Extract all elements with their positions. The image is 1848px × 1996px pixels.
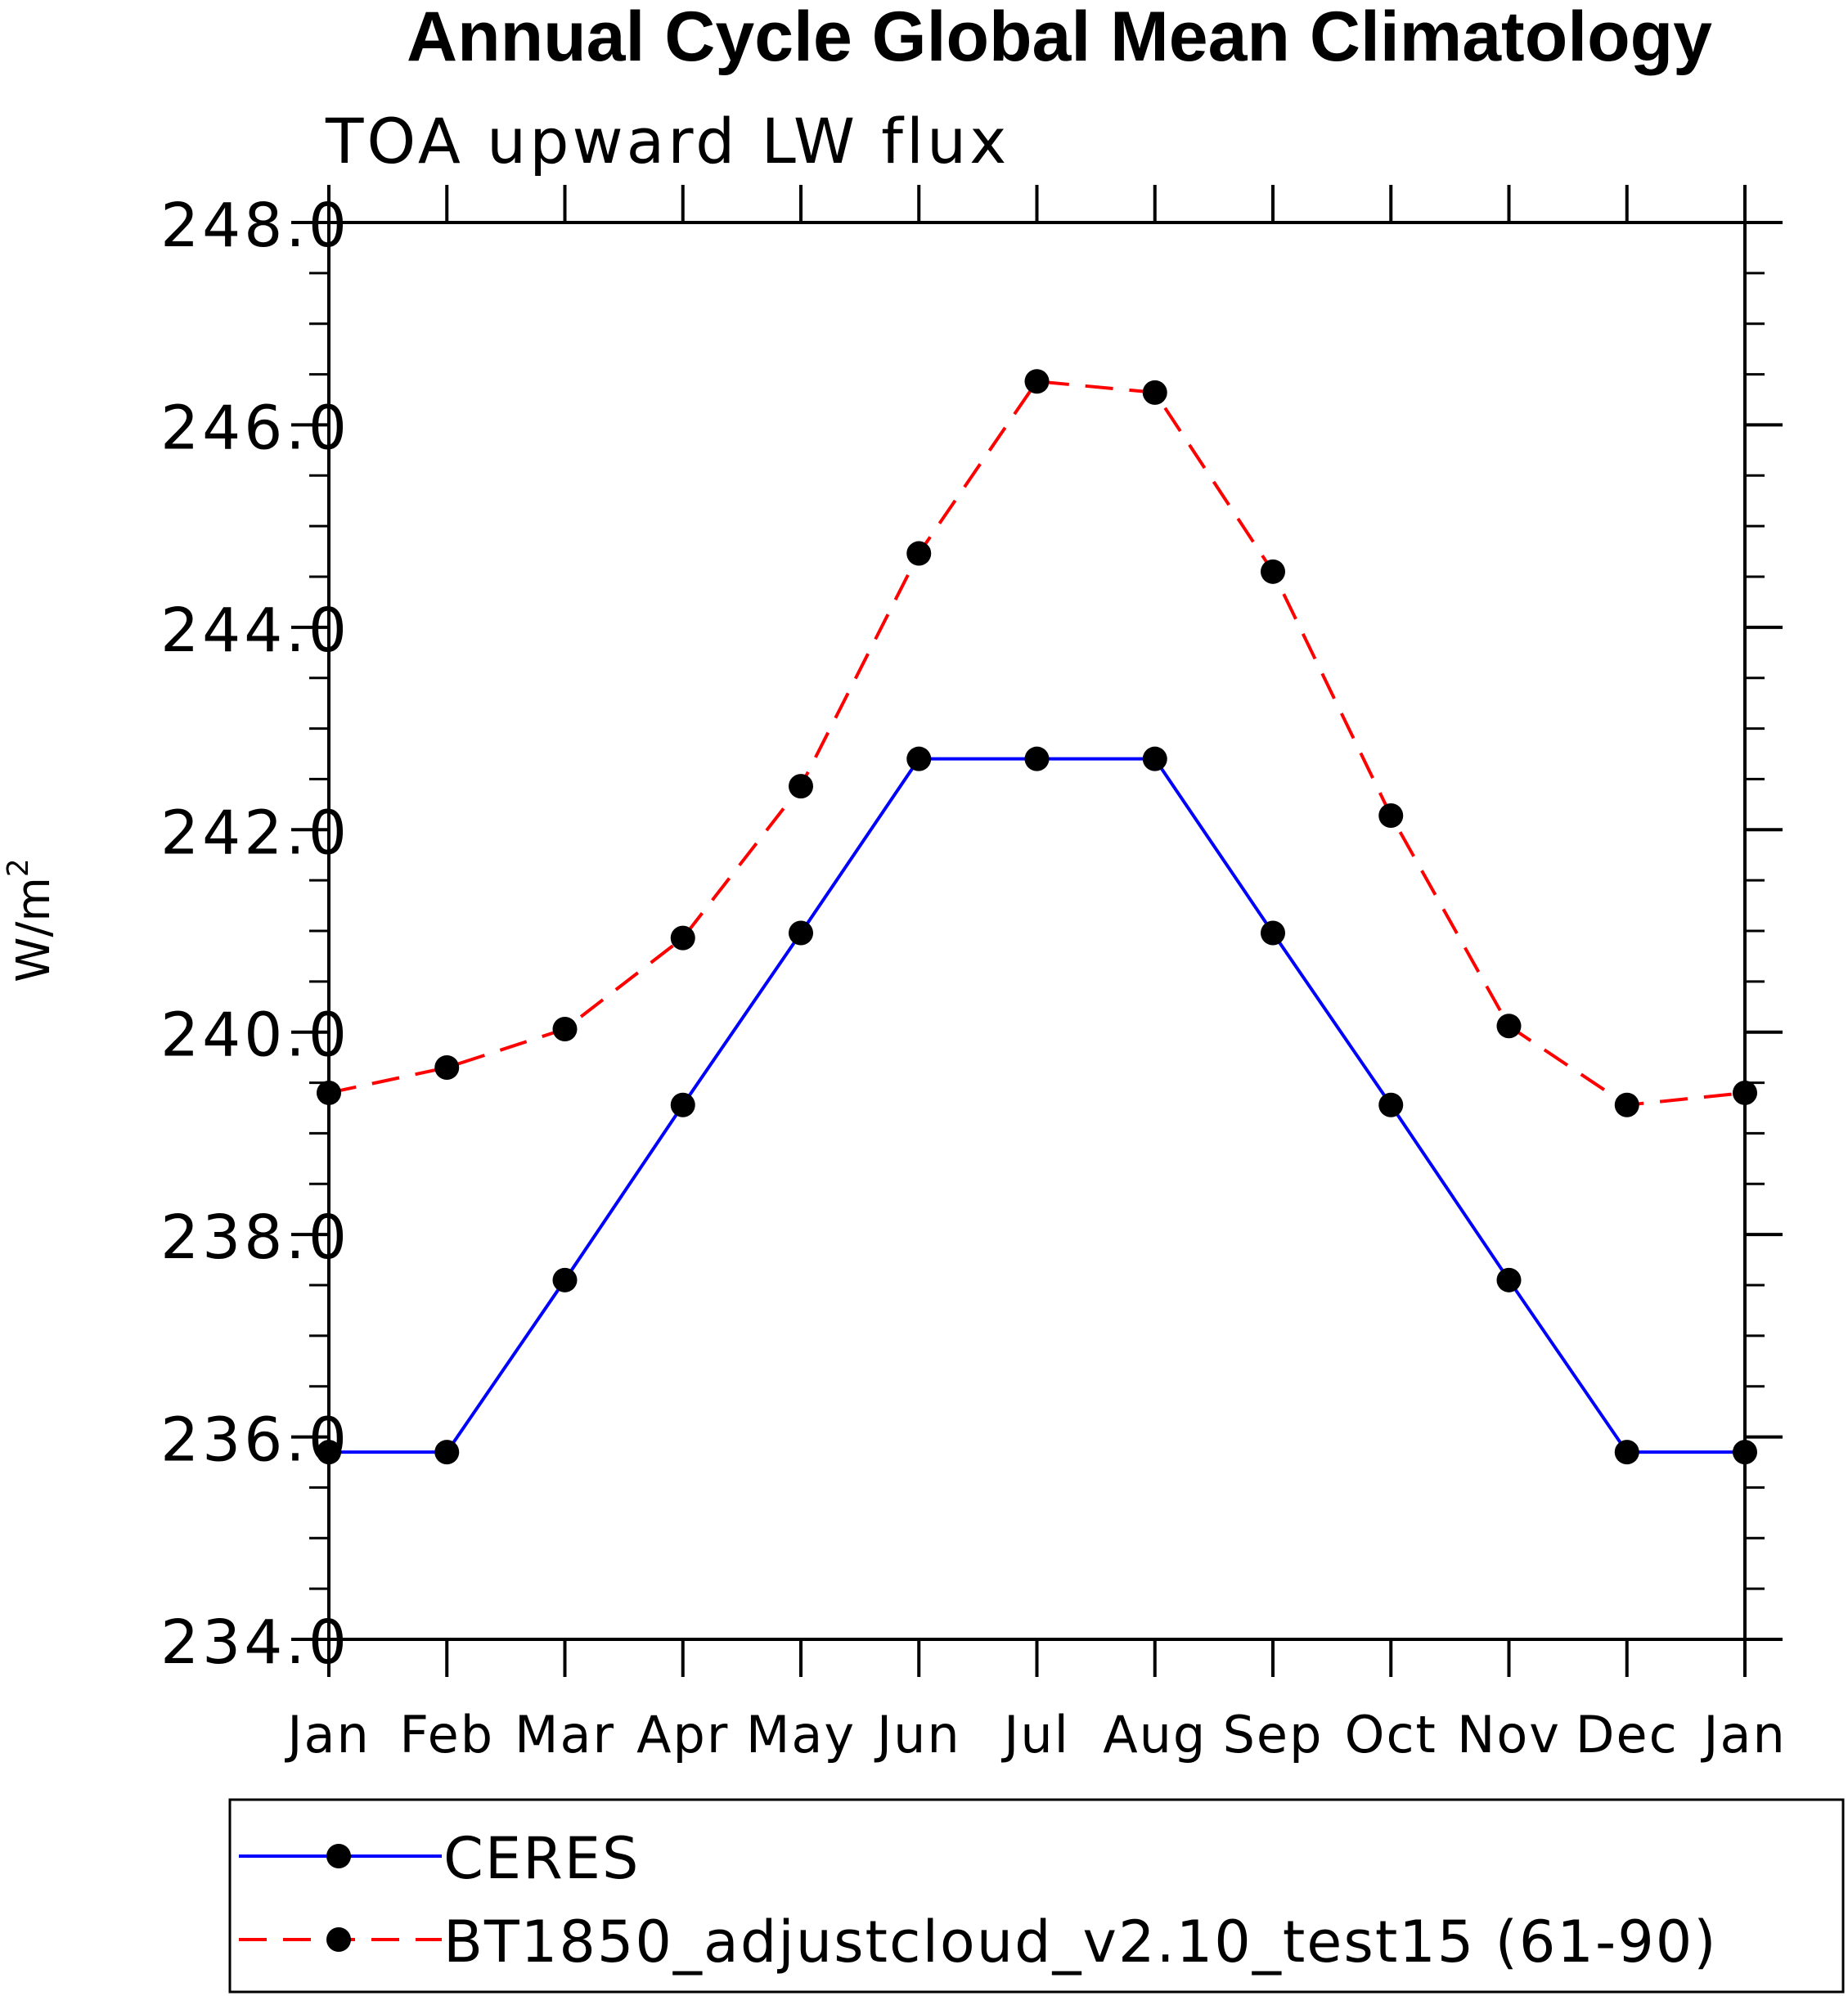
chart-subtitle: TOA upward LW flux xyxy=(326,105,1010,178)
data-point xyxy=(670,1092,695,1117)
data-point xyxy=(434,1055,460,1081)
data-point xyxy=(1378,1092,1404,1117)
x-tick-label: Apr xyxy=(636,1705,729,1764)
data-point xyxy=(552,1267,578,1292)
legend-label: BT1850_adjustcloud_v2.10_test15 (61-90) xyxy=(443,1908,1718,1976)
y-tick-label: 234.0 xyxy=(160,1607,350,1678)
data-point xyxy=(906,746,932,771)
y-tick-label: 240.0 xyxy=(160,1000,350,1071)
data-point xyxy=(1733,1440,1757,1465)
legend: CERES BT1850_adjustcloud_v2.10_test15 (61… xyxy=(228,1798,1845,1994)
x-tick-label: Sep xyxy=(1223,1705,1324,1764)
y-tick-label: 244.0 xyxy=(160,596,350,666)
data-point xyxy=(1614,1440,1639,1465)
data-point xyxy=(1261,920,1285,946)
data-point xyxy=(1378,802,1404,828)
data-point xyxy=(1024,746,1050,771)
y-tick-label: 242.0 xyxy=(160,798,350,868)
x-tick-label: Nov xyxy=(1457,1705,1561,1764)
y-tick-label: 246.0 xyxy=(160,393,350,463)
x-tick-label: Feb xyxy=(399,1705,494,1764)
data-point xyxy=(789,774,813,799)
data-point xyxy=(906,541,932,566)
data-point xyxy=(1142,380,1167,405)
data-point xyxy=(1024,369,1050,394)
data-point xyxy=(789,920,813,946)
x-tick-label: Jan xyxy=(1700,1705,1787,1764)
data-point xyxy=(670,925,695,951)
data-point xyxy=(1261,559,1285,584)
y-tick-label: 238.0 xyxy=(160,1203,350,1273)
series-line-1 xyxy=(329,757,1745,1454)
data-point xyxy=(317,1080,341,1105)
y-tick-label: 236.0 xyxy=(160,1405,350,1476)
legend-box xyxy=(228,1798,1845,1994)
y-tick-label: 248.0 xyxy=(160,191,350,261)
x-tick-label: Mar xyxy=(515,1705,615,1764)
data-point xyxy=(434,1440,460,1465)
data-point xyxy=(317,1440,341,1465)
chart-title: Annual Cycle Global Mean Climatology xyxy=(406,0,1713,76)
plot-frame xyxy=(327,221,1747,1641)
data-point xyxy=(1496,1014,1522,1039)
series-line-2 xyxy=(328,380,1746,1107)
data-point xyxy=(1614,1092,1639,1117)
data-point xyxy=(1142,746,1167,771)
x-tick-label: Jun xyxy=(874,1705,961,1764)
legend-swatch-marker xyxy=(326,1844,351,1868)
data-point xyxy=(552,1017,578,1042)
x-tick-label: Oct xyxy=(1345,1705,1437,1764)
y-axis-label: W/m2 xyxy=(2,858,61,982)
legend-swatch-marker xyxy=(326,1927,351,1952)
x-tick-label: Jul xyxy=(1000,1705,1070,1764)
series-layer xyxy=(317,369,1757,1465)
x-tick-label: Jan xyxy=(284,1705,371,1764)
x-tick-label: Dec xyxy=(1576,1705,1679,1764)
data-point xyxy=(1733,1080,1757,1105)
plot-axes: 234.0 236.0 238.0 240.0 242.0 244.0 246.0 248.0… xyxy=(2,185,1787,1764)
legend-label: CERES xyxy=(443,1825,640,1892)
data-point xyxy=(1496,1267,1522,1292)
x-tick-label: May xyxy=(746,1705,856,1764)
x-tick-label: Aug xyxy=(1103,1705,1207,1764)
